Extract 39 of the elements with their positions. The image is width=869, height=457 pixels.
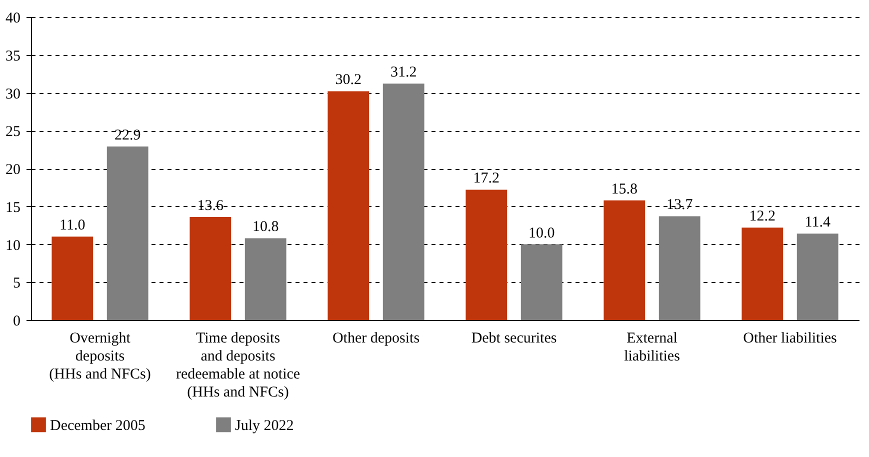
legend-label: July 2022 (235, 418, 294, 434)
x-tick-label: Debt securites (471, 330, 557, 346)
y-tick-label: 20 (6, 162, 20, 178)
y-tick-label: 35 (6, 48, 20, 64)
y-tick-label: 10 (6, 238, 20, 254)
data-label: 17.2 (473, 170, 500, 187)
data-label: 13.7 (666, 197, 694, 214)
y-tick-label: 25 (6, 124, 20, 140)
data-label: 12.2 (749, 208, 776, 225)
y-tick-label: 15 (6, 200, 20, 216)
x-tick-label: Other liabilities (743, 330, 838, 346)
data-label: 10.8 (252, 219, 279, 236)
legend-label: December 2005 (50, 418, 146, 434)
bar (244, 238, 286, 320)
bar (520, 244, 562, 320)
bar (382, 84, 424, 320)
x-tick-label: Overnight deposits (HHs and NFCs) (49, 330, 151, 382)
y-tick-label: 40 (6, 10, 20, 26)
data-label: 11.4 (804, 214, 831, 231)
bar (328, 91, 370, 320)
y-tick-label: 5 (13, 276, 20, 292)
y-tick-label: 30 (6, 86, 20, 102)
data-label: 11.0 (60, 218, 86, 234)
x-tick-label: External liabilities (624, 330, 680, 364)
bar (742, 228, 784, 320)
bar (604, 200, 646, 320)
bar (106, 146, 148, 320)
y-tick-label: 0 (13, 314, 20, 330)
bar (658, 216, 700, 320)
data-label: 31.2 (390, 64, 417, 81)
bar (190, 216, 232, 320)
data-label: 30.2 (335, 72, 362, 88)
bar (466, 190, 508, 320)
data-label: 15.8 (611, 181, 638, 198)
x-tick-label: Other deposits (332, 330, 420, 346)
bar (52, 236, 94, 320)
data-label: 10.0 (528, 225, 555, 242)
bar (796, 234, 838, 320)
x-tick-label: Time deposits and deposits redeemable at notice (HHs and NFCs) (176, 330, 300, 400)
